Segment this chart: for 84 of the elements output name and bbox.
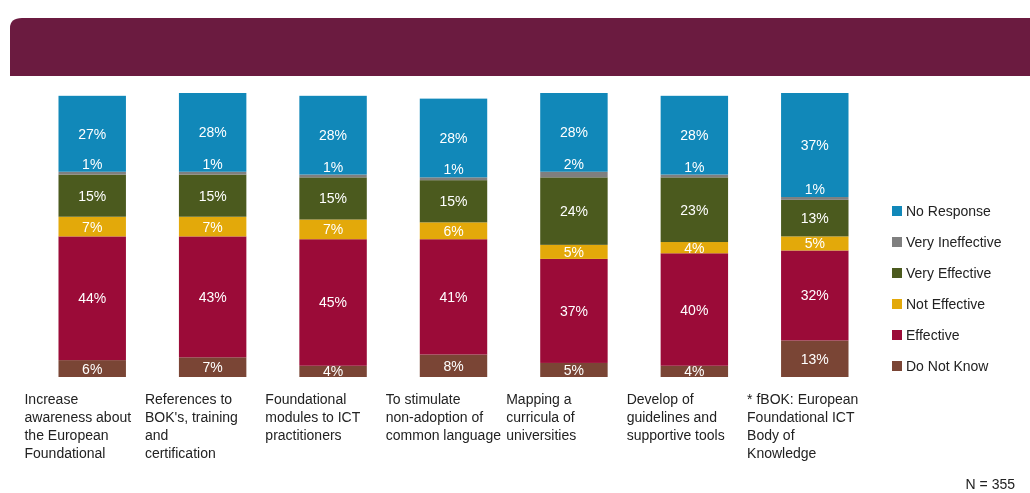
data-label: 1% [202, 155, 223, 172]
data-label: 6% [443, 222, 464, 239]
bar [178, 93, 247, 172]
data-label: 28% [198, 124, 227, 141]
data-label: 7% [82, 218, 103, 235]
data-label: 27% [78, 125, 107, 142]
data-label: 1% [322, 158, 344, 175]
data-label: 44% [78, 290, 107, 307]
bar [299, 95, 367, 175]
data-label: 41% [439, 288, 468, 305]
bar [781, 199, 849, 237]
data-label: 15% [78, 187, 107, 204]
x-tick-label: To stimulate non-adoption of common language [385, 391, 502, 443]
data-label: 4% [322, 363, 344, 380]
x-tick-label: Mapping a curricula of universities [506, 391, 577, 443]
data-label: 13% [800, 210, 829, 227]
data-label: 7% [322, 221, 344, 238]
data-label: 23% [680, 201, 709, 218]
bar [660, 95, 729, 175]
x-tick-label: * fBOK: European Foundational ICT Body of Knowledge [747, 391, 859, 461]
data-label: 15% [319, 190, 348, 207]
data-label: 28% [439, 129, 468, 146]
bar [781, 340, 849, 377]
data-label: 28% [680, 127, 709, 144]
legend-label: Not Effective [906, 296, 986, 312]
bar [781, 93, 849, 198]
legend-label: No Response [906, 203, 992, 219]
data-label: 37% [559, 302, 588, 319]
bar [660, 253, 729, 366]
data-label: 15% [198, 187, 227, 204]
data-label: 2% [563, 155, 585, 172]
bar [660, 177, 729, 243]
data-label: 15% [439, 193, 468, 210]
bar [299, 177, 367, 220]
x-tick-label: Develop of guidelines and supportive tools [626, 391, 725, 443]
data-label: 24% [559, 203, 588, 220]
x-tick-label: References to BOK's, training and certification [144, 391, 238, 461]
bar [178, 236, 247, 358]
data-label: 4% [684, 363, 705, 380]
bar [540, 171, 608, 178]
bar [178, 174, 247, 217]
bar [540, 93, 608, 172]
data-label: 5% [563, 243, 585, 260]
x-tick-label: Foundational modules to ICT practitioners [265, 391, 361, 443]
bar [540, 177, 608, 245]
data-label: 5% [563, 361, 585, 378]
data-label: 1% [443, 161, 464, 178]
bar [58, 171, 126, 175]
data-label: 5% [804, 235, 825, 252]
data-label: 7% [202, 218, 223, 235]
bar [299, 239, 367, 366]
legend-label: Very Effective [906, 265, 992, 281]
bar [178, 171, 247, 175]
data-label: 13% [800, 350, 829, 367]
data-label: 28% [319, 127, 348, 144]
bar [178, 357, 247, 377]
data-label: 4% [684, 239, 705, 256]
data-label: 37% [800, 137, 829, 154]
bar [419, 180, 488, 223]
bar [540, 258, 608, 363]
bar [58, 95, 126, 172]
data-label: 7% [202, 359, 223, 376]
bar [419, 98, 488, 178]
data-label: 45% [319, 294, 348, 311]
data-label: 28% [559, 124, 588, 141]
bar [419, 239, 488, 355]
bar [781, 250, 849, 341]
data-label: 6% [82, 360, 103, 377]
bar [58, 236, 126, 361]
data-label: 8% [443, 357, 464, 374]
data-label: 43% [198, 288, 227, 305]
data-label: 1% [684, 158, 705, 175]
legend-label: Do Not Know [906, 358, 990, 374]
bar [781, 197, 849, 200]
text: N = 355 [965, 476, 1016, 492]
data-label: 32% [800, 287, 829, 304]
bar [58, 174, 126, 217]
data-label: 1% [82, 155, 103, 172]
legend-label: Effective [906, 327, 960, 343]
x-tick-label: Increase awareness about the European Foundational [24, 391, 132, 461]
data-label: 1% [804, 181, 825, 198]
legend-label: Very Ineffective [906, 234, 1002, 250]
bar [419, 177, 488, 181]
data-label: 40% [680, 301, 709, 318]
